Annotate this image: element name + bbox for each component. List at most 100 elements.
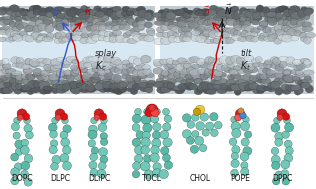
Circle shape — [15, 140, 24, 149]
FancyBboxPatch shape — [2, 26, 155, 75]
Ellipse shape — [238, 36, 247, 42]
Ellipse shape — [214, 85, 222, 91]
Ellipse shape — [146, 83, 154, 88]
Ellipse shape — [90, 24, 101, 32]
Ellipse shape — [300, 58, 310, 63]
Circle shape — [63, 146, 71, 154]
Ellipse shape — [91, 62, 100, 69]
Ellipse shape — [21, 74, 28, 79]
Ellipse shape — [136, 16, 145, 21]
Circle shape — [240, 168, 249, 176]
Circle shape — [26, 131, 33, 139]
Ellipse shape — [33, 68, 42, 76]
Ellipse shape — [180, 80, 188, 84]
Ellipse shape — [58, 36, 67, 43]
Ellipse shape — [209, 30, 217, 38]
Ellipse shape — [298, 10, 306, 18]
Ellipse shape — [33, 5, 41, 12]
Ellipse shape — [260, 33, 270, 40]
Circle shape — [210, 112, 218, 121]
Ellipse shape — [270, 27, 280, 34]
Ellipse shape — [161, 11, 170, 18]
Ellipse shape — [252, 86, 262, 94]
Ellipse shape — [258, 33, 268, 39]
Ellipse shape — [144, 12, 152, 20]
Ellipse shape — [67, 16, 77, 23]
Circle shape — [88, 140, 96, 147]
Ellipse shape — [0, 37, 7, 42]
Ellipse shape — [0, 17, 8, 22]
Ellipse shape — [164, 15, 175, 22]
Ellipse shape — [259, 21, 268, 28]
Circle shape — [235, 109, 245, 118]
Ellipse shape — [218, 78, 228, 84]
Ellipse shape — [304, 8, 313, 14]
Ellipse shape — [187, 21, 196, 28]
Ellipse shape — [80, 67, 88, 73]
Ellipse shape — [43, 16, 53, 24]
Ellipse shape — [144, 22, 153, 28]
Ellipse shape — [29, 80, 39, 85]
Ellipse shape — [52, 10, 62, 16]
Ellipse shape — [15, 12, 22, 17]
Ellipse shape — [30, 61, 38, 68]
Circle shape — [98, 162, 106, 170]
Ellipse shape — [63, 8, 72, 13]
Ellipse shape — [112, 26, 119, 31]
Ellipse shape — [22, 77, 29, 85]
Ellipse shape — [203, 87, 211, 94]
Ellipse shape — [243, 74, 253, 81]
Ellipse shape — [43, 59, 52, 65]
Ellipse shape — [231, 6, 239, 13]
Circle shape — [275, 171, 283, 178]
Ellipse shape — [267, 86, 275, 92]
Ellipse shape — [9, 5, 20, 12]
Ellipse shape — [175, 86, 185, 94]
Ellipse shape — [217, 9, 228, 17]
Ellipse shape — [3, 63, 11, 70]
Ellipse shape — [154, 38, 164, 45]
Ellipse shape — [240, 75, 251, 80]
Circle shape — [162, 123, 171, 131]
Ellipse shape — [81, 84, 88, 90]
Ellipse shape — [2, 87, 13, 94]
Circle shape — [151, 109, 159, 117]
Ellipse shape — [12, 62, 20, 67]
Ellipse shape — [122, 60, 130, 65]
Ellipse shape — [25, 74, 35, 80]
Ellipse shape — [104, 67, 111, 74]
Ellipse shape — [127, 82, 138, 89]
Ellipse shape — [22, 14, 31, 21]
Circle shape — [152, 139, 161, 148]
Ellipse shape — [18, 8, 26, 15]
Ellipse shape — [31, 32, 42, 40]
Ellipse shape — [122, 6, 130, 13]
Circle shape — [277, 115, 283, 121]
Ellipse shape — [204, 39, 215, 44]
Ellipse shape — [300, 13, 310, 20]
Ellipse shape — [23, 68, 32, 74]
Ellipse shape — [219, 56, 230, 64]
Ellipse shape — [135, 65, 143, 71]
Ellipse shape — [88, 33, 95, 38]
Ellipse shape — [303, 70, 314, 75]
Ellipse shape — [86, 38, 97, 43]
Circle shape — [132, 138, 141, 147]
Ellipse shape — [269, 8, 277, 15]
Circle shape — [191, 114, 199, 121]
Ellipse shape — [37, 8, 48, 14]
Circle shape — [241, 138, 249, 146]
Ellipse shape — [130, 88, 138, 94]
Ellipse shape — [266, 70, 275, 75]
Ellipse shape — [262, 68, 271, 74]
Ellipse shape — [172, 22, 182, 29]
Ellipse shape — [250, 28, 260, 34]
Ellipse shape — [138, 25, 145, 30]
Ellipse shape — [83, 57, 91, 63]
Circle shape — [231, 159, 239, 168]
Ellipse shape — [22, 35, 31, 41]
Text: DLPC: DLPC — [50, 174, 70, 183]
Ellipse shape — [226, 15, 235, 21]
Ellipse shape — [222, 28, 231, 33]
Ellipse shape — [31, 17, 40, 22]
